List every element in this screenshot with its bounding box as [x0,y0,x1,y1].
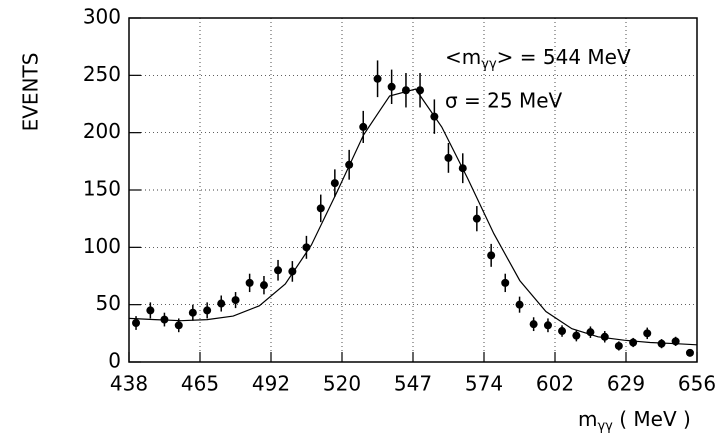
data-point [444,153,453,162]
data-point [558,327,567,336]
data-point [629,338,638,347]
x-tick-label: 492 [252,372,290,396]
data-point [643,329,652,338]
x-label-sub: γγ [597,419,613,434]
data-point [685,348,694,357]
data-point [274,266,283,275]
data-point [288,267,297,276]
data-point [387,82,396,91]
data-point [316,204,325,213]
data-point [572,331,581,340]
data-point [416,86,425,95]
data-point [302,243,311,252]
x-tick-label: 438 [110,372,148,396]
data-point [174,321,183,330]
data-point [401,86,410,95]
data-point [146,306,155,315]
data-point [543,321,552,330]
x-label-main: m [578,407,597,431]
x-tick-label: 547 [394,372,432,396]
x-tick-label: 574 [465,372,503,396]
data-point [614,341,623,350]
data-point [132,319,141,328]
data-point [217,299,226,308]
annotation-sub: γγ [481,57,497,72]
y-tick-label: 0 [108,349,121,373]
data-point [657,339,666,348]
data-point [373,74,382,83]
annotation: <mγγ> = 544 MeV [445,45,631,72]
data-point [501,278,510,287]
annotation-main: <m [445,45,481,69]
data-point [586,328,595,337]
y-tick-label: 300 [83,5,121,29]
x-tick-label: 629 [607,372,645,396]
data-point [330,179,339,188]
data-point [231,296,240,305]
data-point [458,164,467,173]
y-tick-label: 100 [83,234,121,258]
data-point [203,306,212,315]
data-point [359,122,368,131]
data-point [671,337,680,346]
x-tick-label: 656 [678,372,716,396]
annotation: σ = 25 MeV [445,89,563,113]
y-tick-label: 50 [96,291,121,315]
data-point [529,320,538,329]
y-tick-label: 200 [83,119,121,143]
x-tick-label: 465 [181,372,219,396]
data-point [345,160,354,169]
data-point [600,332,609,341]
x-axis-label: mγγ ( MeV ) [578,407,691,434]
data-point [188,308,197,317]
data-point [430,112,439,121]
data-point [245,278,254,287]
y-axis-label: EVENTS [19,53,43,132]
x-tick-label: 602 [536,372,574,396]
y-tick-label: 250 [83,62,121,86]
data-point [487,251,496,260]
data-point [472,214,481,223]
x-tick-label: 520 [323,372,361,396]
data-point [160,315,169,324]
annotation-rest: > = 544 MeV [497,45,631,69]
data-point [515,300,524,309]
data-point [259,281,268,290]
x-label-rest: ( MeV ) [613,407,691,431]
y-tick-label: 150 [83,177,121,201]
